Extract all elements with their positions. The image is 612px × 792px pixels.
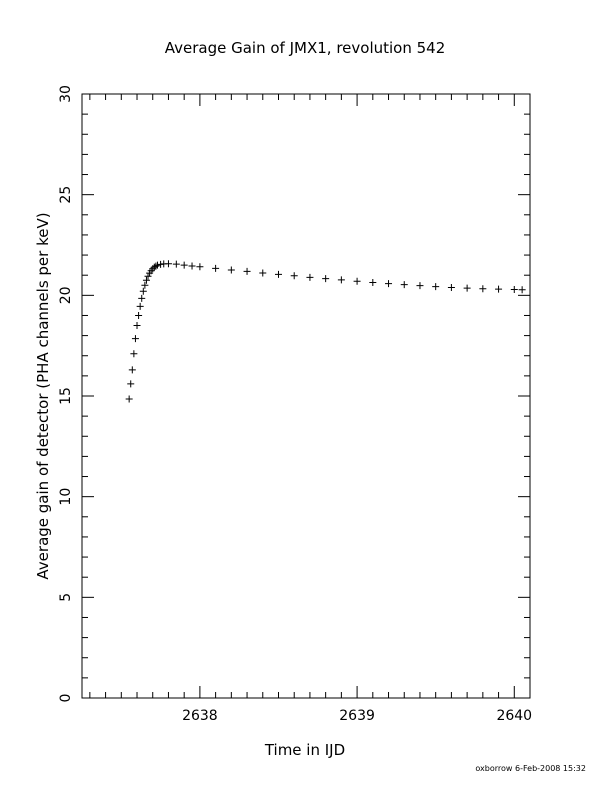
data-point — [400, 281, 408, 289]
data-point — [135, 311, 143, 319]
y-tick-label: 0 — [58, 694, 74, 703]
data-point — [274, 270, 282, 278]
data-point — [518, 286, 526, 294]
data-point — [138, 294, 146, 302]
x-tick-label: 2638 — [182, 708, 218, 724]
data-point — [322, 275, 330, 283]
data-point — [227, 266, 235, 274]
data-point — [243, 267, 251, 275]
data-point — [212, 264, 220, 272]
data-point — [128, 366, 136, 374]
data-point — [125, 395, 133, 403]
data-point — [337, 276, 345, 284]
data-point — [510, 285, 518, 293]
y-axis-label: Average gain of detector (PHA channels p… — [34, 212, 52, 579]
y-tick-label: 30 — [58, 85, 74, 103]
data-points — [125, 260, 526, 403]
x-tick-label: 2640 — [496, 708, 532, 724]
data-point — [172, 260, 180, 268]
data-point — [139, 287, 147, 295]
data-point — [133, 322, 141, 330]
y-tick-label: 5 — [58, 593, 74, 602]
data-point — [141, 281, 149, 289]
data-point — [479, 285, 487, 293]
data-point — [127, 380, 135, 388]
data-point — [353, 277, 361, 285]
data-point — [180, 261, 188, 269]
data-point — [369, 278, 377, 286]
data-point — [164, 260, 172, 268]
y-tick-label: 15 — [58, 387, 74, 405]
y-tick-label: 10 — [58, 488, 74, 506]
y-tick-label: 20 — [58, 286, 74, 304]
data-point — [495, 285, 503, 293]
data-point — [306, 273, 314, 281]
data-point — [416, 282, 424, 290]
data-point — [152, 262, 160, 270]
timestamp-footer: oxborrow 6-Feb-2008 15:32 — [475, 764, 586, 773]
data-point — [385, 280, 393, 288]
axis-tick-labels: 2638 2639 2640 0 5 10 15 20 25 30 — [58, 85, 532, 724]
data-point — [463, 284, 471, 292]
data-point — [290, 272, 298, 280]
data-point — [153, 261, 161, 269]
data-point — [131, 335, 139, 343]
data-point — [142, 276, 150, 284]
x-tick-label: 2639 — [339, 708, 375, 724]
data-point — [136, 302, 144, 310]
data-point — [447, 283, 455, 291]
data-point — [130, 350, 138, 358]
data-point — [259, 269, 267, 277]
x-axis-label: Time in IJD — [264, 741, 345, 759]
chart-title: Average Gain of JMX1, revolution 542 — [165, 39, 446, 57]
y-tick-label: 25 — [58, 186, 74, 204]
axis-ticks — [82, 93, 531, 699]
data-point — [144, 272, 152, 280]
plot-frame — [81, 93, 531, 699]
data-point — [188, 262, 196, 270]
data-point — [432, 283, 440, 291]
data-point — [196, 263, 204, 271]
